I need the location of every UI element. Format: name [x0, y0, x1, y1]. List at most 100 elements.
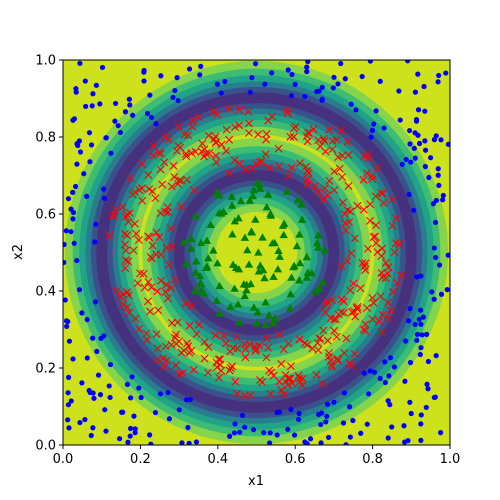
- point-1-45: [235, 105, 244, 114]
- point-1-343: [282, 106, 291, 115]
- point-1-293: [162, 243, 171, 252]
- point-1-91: [241, 353, 250, 362]
- point-2-109: [214, 208, 224, 217]
- point-1-313: [228, 362, 237, 371]
- point-1-286: [313, 188, 322, 197]
- point-0-97: [115, 123, 121, 129]
- point-1-194: [160, 158, 169, 167]
- point-1-215: [264, 343, 273, 352]
- point-1-331: [189, 186, 198, 195]
- point-1-338: [302, 132, 311, 141]
- point-1-267: [254, 130, 263, 139]
- point-2-18: [269, 318, 278, 326]
- point-1-356: [184, 131, 193, 140]
- point-0-26: [193, 439, 200, 445]
- point-1-66: [277, 386, 286, 395]
- point-2-97: [261, 320, 270, 329]
- point-1-276: [164, 208, 173, 217]
- point-1-83: [164, 260, 173, 269]
- point-0-101: [330, 85, 336, 91]
- point-1-201: [377, 328, 386, 337]
- point-0-48: [138, 394, 144, 401]
- point-2-25: [262, 203, 271, 211]
- x-tick-label-3: 0.6: [285, 452, 306, 467]
- y-tick-label-5: 1.0: [35, 54, 56, 69]
- point-1-49: [397, 271, 406, 280]
- point-0-46: [70, 189, 76, 195]
- point-0-199: [68, 398, 74, 404]
- point-0-157: [63, 259, 67, 266]
- point-2-107: [256, 261, 265, 269]
- point-2-89: [240, 233, 250, 241]
- point-1-273: [129, 246, 138, 255]
- point-1-318: [395, 240, 404, 249]
- point-1-138: [350, 234, 359, 243]
- point-1-373: [371, 221, 380, 230]
- point-1-369: [121, 240, 130, 249]
- point-1-285: [265, 163, 274, 172]
- point-2-104: [247, 228, 257, 236]
- point-0-133: [443, 70, 449, 76]
- point-1-296: [189, 116, 198, 125]
- point-1-221: [388, 195, 397, 204]
- point-1-282: [188, 122, 197, 131]
- point-1-387: [315, 334, 324, 343]
- point-2-35: [249, 186, 259, 194]
- point-1-210: [295, 335, 304, 344]
- point-1-240: [217, 140, 226, 149]
- point-0-3: [397, 117, 403, 123]
- point-1-175: [233, 389, 242, 398]
- point-0-75: [95, 372, 102, 378]
- point-2-52: [249, 303, 259, 311]
- point-0-78: [247, 89, 253, 95]
- point-0-77: [387, 402, 393, 408]
- point-0-95: [112, 118, 118, 124]
- point-0-170: [341, 390, 348, 396]
- y-axis: 0.0 0.2 0.4 0.6 0.8 1.0: [35, 54, 63, 454]
- point-0-45: [412, 155, 418, 161]
- point-1-135: [339, 297, 348, 306]
- point-0-18: [93, 82, 99, 88]
- point-1-156: [331, 315, 340, 324]
- point-0-89: [176, 407, 182, 413]
- point-0-222: [84, 193, 90, 199]
- point-0-277: [418, 345, 424, 351]
- point-2-55: [242, 280, 251, 288]
- point-2-54: [196, 238, 206, 246]
- point-2-2: [293, 195, 303, 203]
- point-0-227: [413, 117, 420, 123]
- point-2-40: [179, 237, 188, 246]
- point-2-41: [263, 190, 273, 198]
- plot-frame: [62, 59, 451, 446]
- point-0-209: [364, 421, 370, 427]
- point-0-54: [132, 426, 138, 432]
- point-0-271: [324, 401, 331, 407]
- point-1-342: [323, 297, 332, 306]
- point-1-54: [232, 332, 241, 341]
- point-0-249: [373, 108, 379, 114]
- point-2-63: [235, 318, 244, 326]
- point-0-120: [101, 186, 107, 192]
- point-0-86: [84, 355, 90, 361]
- point-1-242: [323, 336, 332, 345]
- point-0-178: [93, 221, 99, 227]
- point-0-0: [305, 60, 311, 65]
- point-1-179: [185, 321, 194, 330]
- point-2-51: [279, 219, 289, 227]
- point-1-312: [358, 259, 367, 268]
- point-1-330: [257, 157, 266, 166]
- point-1-360: [177, 176, 186, 185]
- point-2-5: [215, 281, 224, 290]
- point-1-382: [112, 286, 121, 295]
- point-0-215: [77, 149, 84, 155]
- point-1-185: [383, 269, 392, 278]
- point-1-114: [231, 123, 240, 132]
- point-1-40: [182, 152, 191, 161]
- point-1-174: [284, 171, 293, 180]
- point-0-140: [412, 89, 419, 95]
- point-1-253: [172, 361, 181, 370]
- point-1-163: [192, 330, 201, 338]
- point-0-55: [183, 397, 190, 403]
- point-0-81: [66, 338, 73, 344]
- point-1-196: [325, 176, 334, 185]
